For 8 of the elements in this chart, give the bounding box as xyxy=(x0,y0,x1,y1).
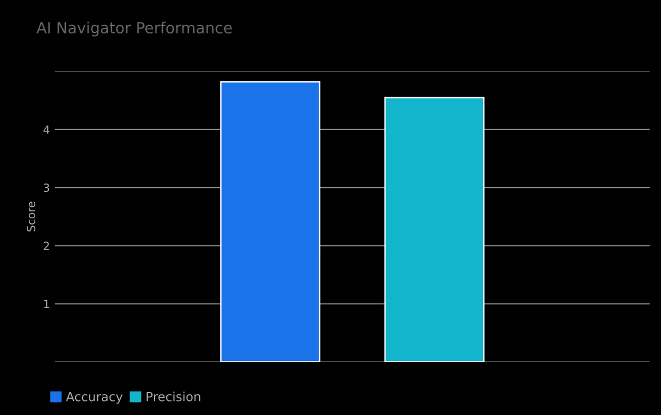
y-tick-label: 3 xyxy=(44,184,50,192)
legend-label: Accuracy xyxy=(66,392,123,404)
y-axis-title: Score xyxy=(26,202,36,232)
legend-label: Precision xyxy=(146,392,200,402)
chart-title: AI Navigator Performance xyxy=(36,22,232,36)
y-tick-label: 1 xyxy=(44,300,49,308)
y-tick-label: 4 xyxy=(43,126,50,134)
y-tick-label: 2 xyxy=(44,242,49,250)
